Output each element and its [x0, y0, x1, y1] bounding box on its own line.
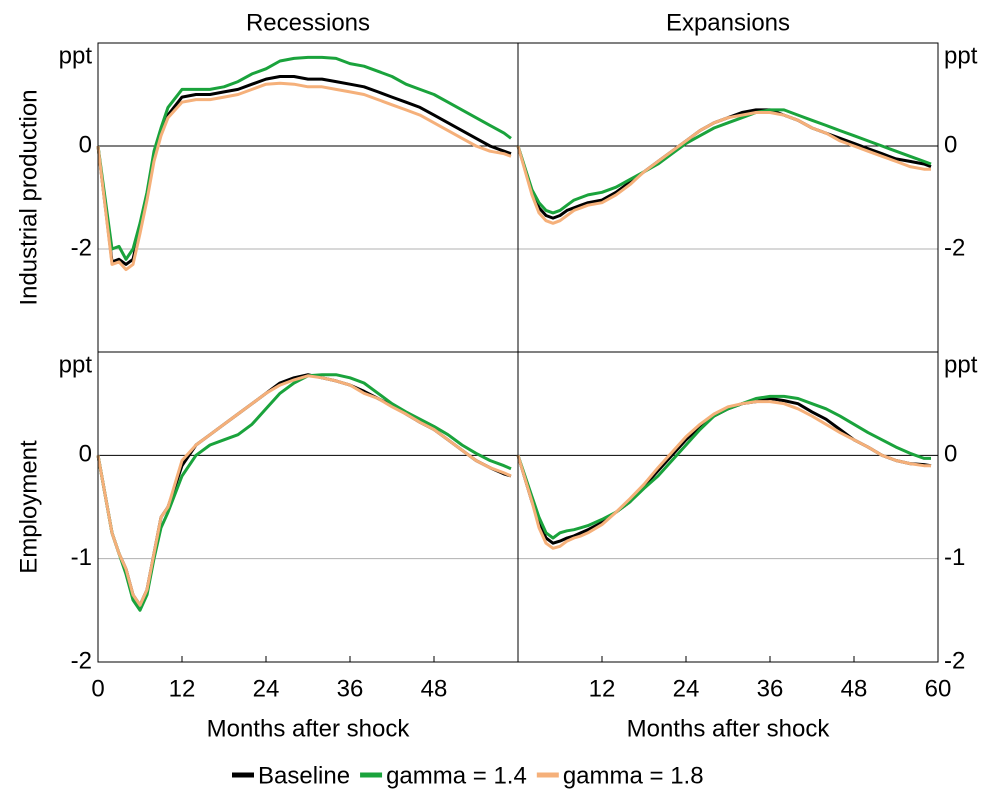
- x-axis-label: Months after shock: [207, 715, 411, 742]
- series-line: [516, 400, 931, 550]
- y-axis-label: Employment: [15, 440, 42, 574]
- series-line: [96, 374, 512, 607]
- y-tick-label: 0: [944, 131, 957, 158]
- panel-title: Expansions: [666, 9, 790, 36]
- x-axis-label: Months after shock: [627, 715, 831, 742]
- y-tick-label: ppt: [59, 42, 93, 69]
- legend-label: gamma = 1.4: [386, 762, 527, 789]
- series-line: [96, 75, 512, 266]
- series-line: [516, 397, 932, 545]
- x-tick-label: 60: [925, 675, 952, 702]
- y-tick-label: -2: [71, 234, 92, 261]
- series-line: [96, 373, 512, 607]
- y-tick-label: ppt: [944, 351, 978, 378]
- x-tick-label: 24: [673, 675, 700, 702]
- series-line: [516, 108, 932, 220]
- panel-frame: [97, 42, 519, 353]
- series-line: [96, 81, 512, 272]
- panel-frame: [517, 351, 939, 663]
- legend-label: gamma = 1.8: [563, 762, 704, 789]
- y-tick-label: -2: [944, 234, 965, 261]
- y-tick-label: -2: [71, 647, 92, 674]
- x-tick-label: 0: [91, 675, 104, 702]
- y-tick-label: 0: [944, 441, 957, 468]
- legend-label: Baseline: [258, 762, 350, 789]
- y-tick-label: ppt: [944, 42, 978, 69]
- series-line: [96, 55, 512, 261]
- y-tick-label: 0: [79, 441, 92, 468]
- y-tick-label: ppt: [59, 351, 93, 378]
- panel-title: Recessions: [246, 9, 370, 36]
- x-tick-label: 48: [421, 675, 448, 702]
- x-tick-label: 24: [253, 675, 280, 702]
- series-line: [516, 394, 931, 540]
- y-tick-label: 0: [79, 131, 92, 158]
- y-tick-label: -2: [944, 647, 965, 674]
- series-line: [96, 373, 512, 612]
- x-tick-label: 36: [757, 675, 784, 702]
- x-tick-label: 12: [589, 675, 616, 702]
- panel-frame: [97, 351, 519, 663]
- series-line: [516, 111, 931, 225]
- y-tick-label: -1: [71, 544, 92, 571]
- y-axis-label: Industrial production: [15, 89, 42, 305]
- x-tick-label: 12: [169, 675, 196, 702]
- x-tick-label: 36: [337, 675, 364, 702]
- y-tick-label: -1: [944, 544, 965, 571]
- x-tick-label: 48: [841, 675, 868, 702]
- series-line: [516, 108, 932, 215]
